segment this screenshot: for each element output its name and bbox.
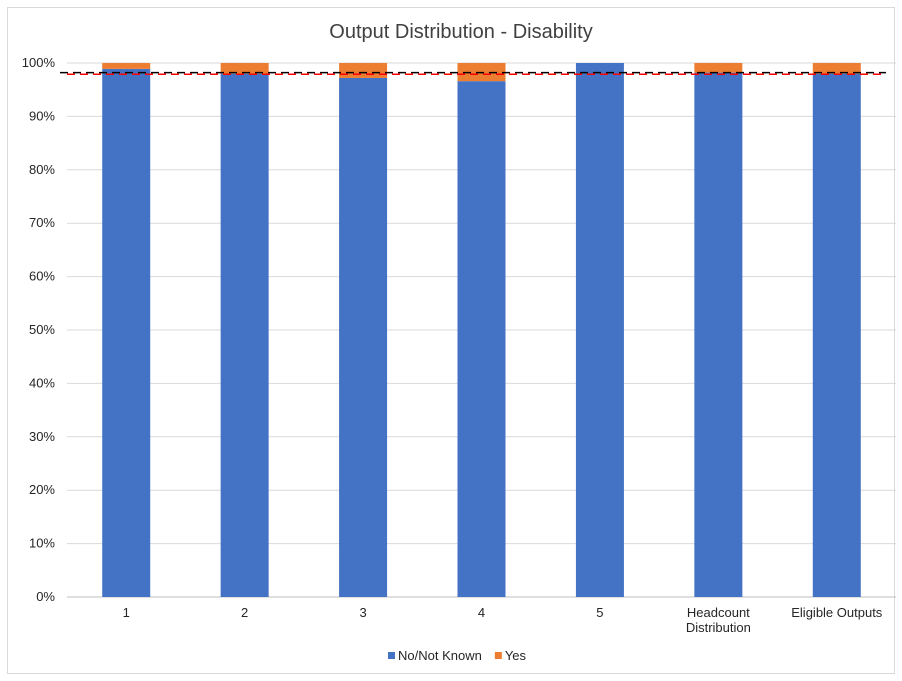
- reference-lines: [60, 71, 886, 75]
- y-tick-label: 20%: [29, 482, 55, 497]
- bar-segment-no-not-known: [575, 63, 624, 597]
- legend: No/Not Known Yes: [388, 648, 527, 663]
- y-tick-label: 30%: [29, 429, 55, 444]
- x-tick-label: 5: [596, 605, 603, 620]
- bar-segment-yes: [102, 63, 151, 69]
- legend-label: Yes: [505, 648, 527, 663]
- x-tick-label: Headcount: [687, 605, 750, 620]
- legend-label: No/Not Known: [398, 648, 482, 663]
- bar-segment-no-not-known: [102, 68, 151, 597]
- y-tick-label: 10%: [29, 536, 55, 551]
- x-tick-label: Distribution: [686, 620, 751, 635]
- y-tick-label: 100%: [22, 55, 56, 70]
- x-tick-label: Eligible Outputs: [791, 605, 883, 620]
- legend-swatch-no-not-known: [388, 652, 395, 659]
- bar-segment-no-not-known: [457, 81, 506, 597]
- x-tick-label: 3: [359, 605, 366, 620]
- bar-segment-no-not-known: [220, 73, 269, 598]
- bar-segment-yes: [694, 63, 743, 73]
- x-tick-label: 1: [123, 605, 130, 620]
- bar-segment-yes: [220, 63, 269, 74]
- y-tick-label: 60%: [29, 269, 55, 284]
- bars: [102, 63, 861, 598]
- bar-segment-no-not-known: [812, 73, 861, 598]
- x-tick-label: 2: [241, 605, 248, 620]
- x-tick-label: 4: [478, 605, 485, 620]
- y-tick-label: 90%: [29, 108, 55, 123]
- legend-swatch-yes: [494, 652, 502, 659]
- chart-frame: [7, 7, 895, 674]
- y-tick-label: 0%: [36, 589, 55, 604]
- chart-title: Output Distribution - Disability: [329, 21, 592, 43]
- y-tick-label: 50%: [29, 322, 55, 337]
- y-axis-ticks: 0% 10% 20% 30% 40% 50% 60% 70% 80% 90% 100%: [22, 55, 56, 604]
- bar-segment-yes: [812, 63, 861, 74]
- bar-segment-no-not-known: [339, 77, 388, 597]
- y-tick-label: 40%: [29, 375, 55, 390]
- y-tick-label: 70%: [29, 215, 55, 230]
- y-tick-label: 80%: [29, 162, 55, 177]
- bar-segment-no-not-known: [694, 72, 743, 597]
- bar-segment-yes: [339, 63, 388, 78]
